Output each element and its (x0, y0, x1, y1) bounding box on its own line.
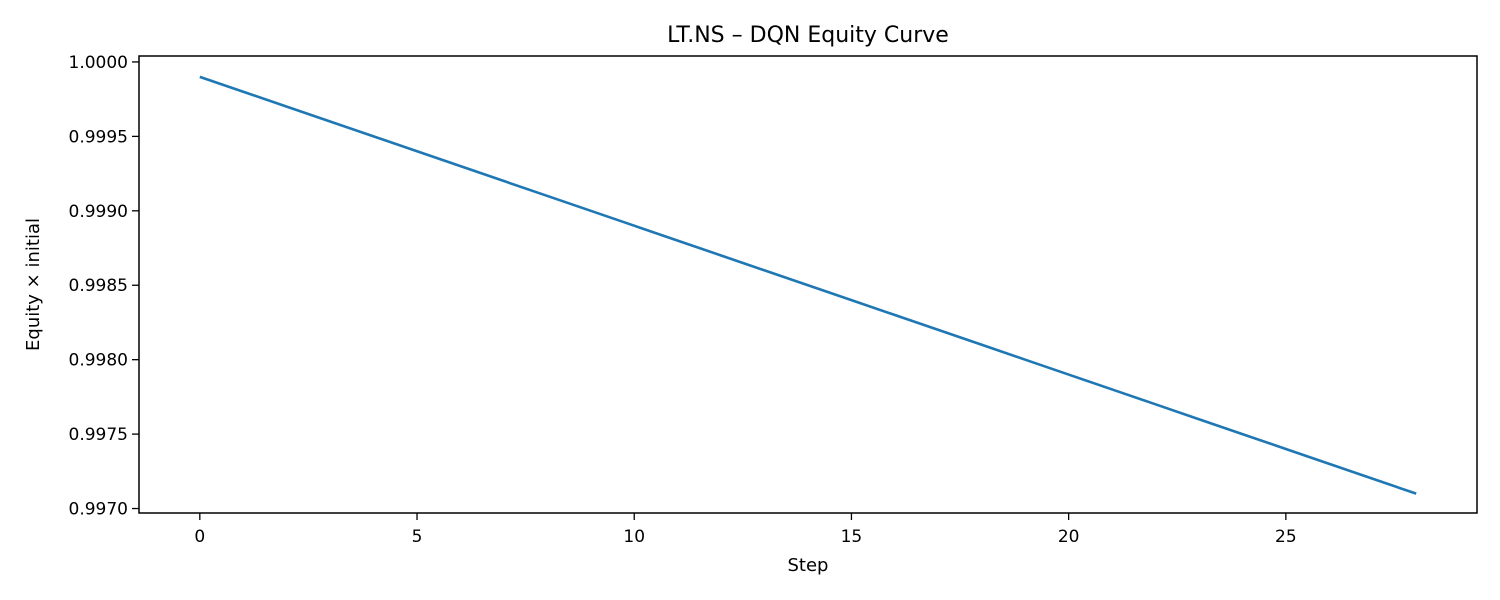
y-tick-label: 0.9980 (69, 351, 128, 371)
chart-title: LT.NS – DQN Equity Curve (667, 23, 949, 48)
x-tick-label: 5 (412, 527, 423, 547)
plot-area (199, 75, 1417, 495)
y-tick-label: 0.9975 (69, 425, 128, 445)
x-axis-label: Step (788, 555, 829, 576)
y-tick-label: 0.9990 (69, 202, 128, 222)
x-tick-label: 20 (1058, 527, 1080, 547)
y-tick-label: 0.9985 (69, 276, 128, 296)
x-tick-label: 15 (841, 527, 863, 547)
x-tick-label: 25 (1275, 527, 1297, 547)
y-tick-label: 1.0000 (69, 53, 128, 73)
x-axis: 0 5 10 15 20 25 (194, 513, 1297, 547)
x-tick-label: 0 (194, 527, 205, 547)
y-axis: 0.9970 0.9975 0.9980 0.9985 0.9990 0.9995 1.00… (69, 53, 139, 520)
series-line-0 (199, 75, 1417, 495)
y-tick-label: 0.9970 (69, 500, 128, 520)
y-axis-label: Equity × initial (23, 218, 44, 351)
y-tick-label: 0.9995 (69, 127, 128, 147)
x-tick-label: 10 (623, 527, 645, 547)
axes-frame (138, 55, 1478, 514)
